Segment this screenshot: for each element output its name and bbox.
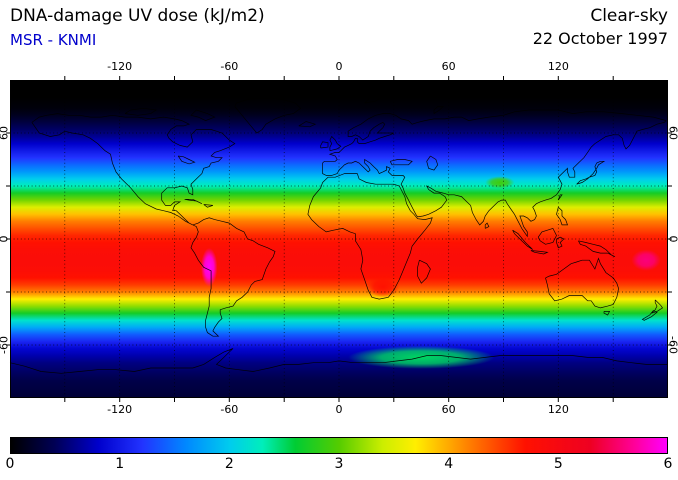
lon-tick-label-bottom: -60 — [220, 403, 239, 416]
lon-tick-label-top: -60 — [220, 60, 239, 73]
chart-source: MSR - KNMI — [10, 31, 97, 49]
lon-tick-label-bottom: -120 — [107, 403, 133, 416]
lat-tick-label-left: 0 — [0, 236, 11, 243]
colorbar-tick-label: 0 — [5, 456, 15, 472]
lat-tick-label-right: 60 — [666, 126, 678, 140]
chart-title: DNA-damage UV dose (kJ/m2) — [10, 6, 265, 26]
chart-date: 22 October 1997 — [532, 29, 668, 48]
lat-tick-label-left: 60 — [0, 126, 11, 140]
world-map-canvas — [6, 76, 672, 402]
lon-tick-label-top: -120 — [107, 60, 133, 73]
lon-tick-label-top: 120 — [547, 60, 569, 73]
lon-tick-label-top: 60 — [441, 60, 456, 73]
sky-condition: Clear-sky — [590, 6, 668, 26]
colorbar-tick-label: 2 — [224, 456, 234, 472]
lat-tick-label-right: 0 — [667, 236, 678, 243]
anomaly-southern-africa-high — [366, 276, 400, 298]
anomaly-west-pacific-high — [631, 249, 661, 271]
map-frame — [10, 80, 668, 398]
graticule — [10, 80, 668, 398]
lon-tick-label-bottom: 120 — [547, 403, 569, 416]
anomaly-tibet-high — [485, 176, 515, 189]
lat-tick-label-right: -60 — [666, 336, 678, 354]
lon-tick-label-bottom: 0 — [335, 403, 343, 416]
colorbar-tick-label: 4 — [444, 456, 454, 472]
colorbar-tick-label: 1 — [115, 456, 125, 472]
lat-tick-label-left: -60 — [0, 336, 11, 354]
axis-ticks — [6, 76, 672, 402]
lon-tick-label-top: 0 — [335, 60, 343, 73]
anomaly-antarctic-spring-high — [348, 345, 495, 369]
coastlines — [9, 97, 668, 374]
colorbar-tick-label: 6 — [663, 456, 673, 472]
colorbar — [10, 437, 668, 454]
anomaly-andes-high — [201, 247, 218, 287]
colorbar-tick-label: 5 — [553, 456, 563, 472]
colorbar-tick-label: 3 — [334, 456, 344, 472]
lon-tick-label-bottom: 60 — [441, 403, 456, 416]
